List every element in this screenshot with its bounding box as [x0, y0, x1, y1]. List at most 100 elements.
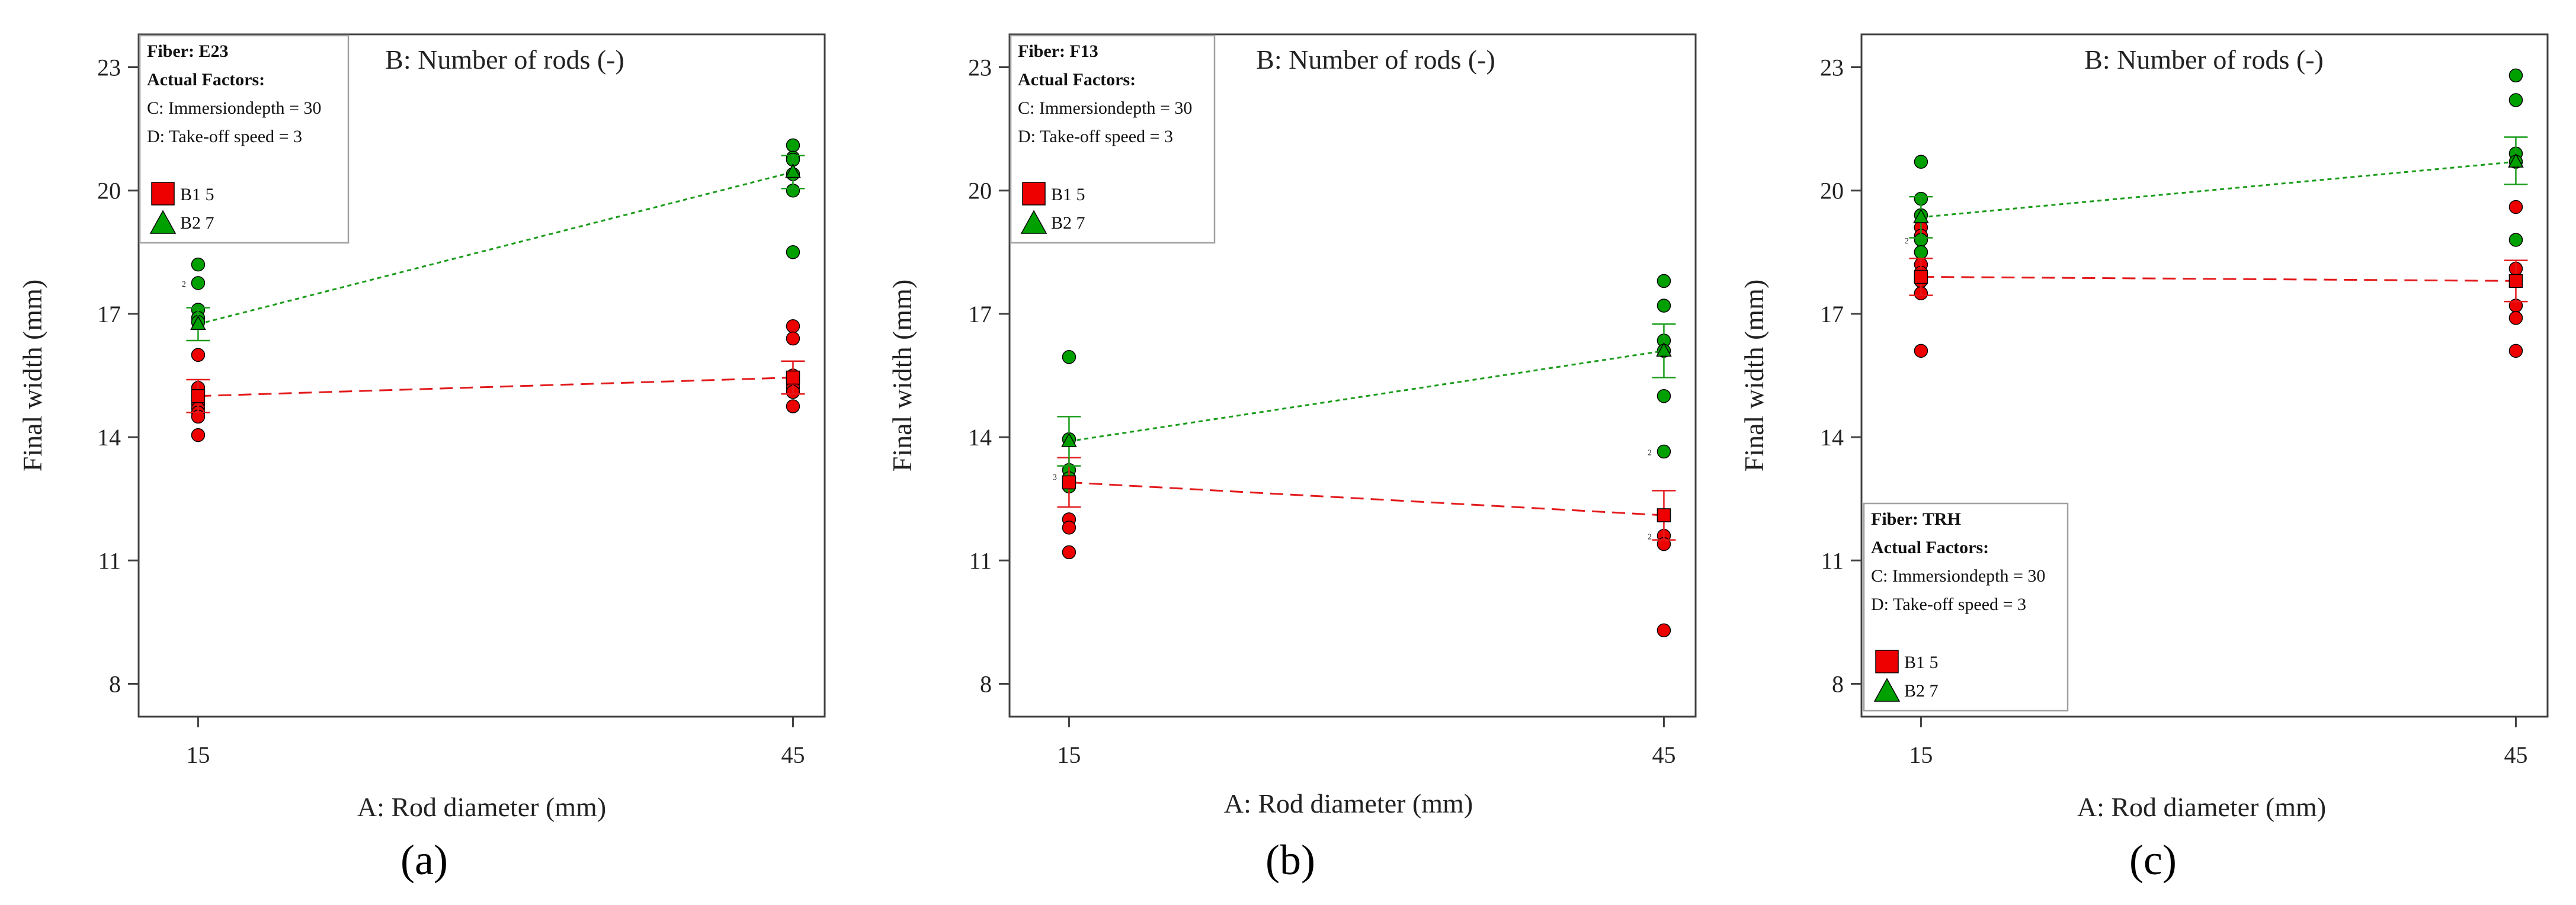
x-tick-label: 45	[781, 742, 805, 768]
y-tick-label: 14	[1820, 424, 1844, 451]
data-point-b2	[191, 276, 206, 290]
y-axis: 8 11 14 17 20 23	[1820, 54, 1861, 697]
mean-marker-b2	[785, 163, 801, 178]
chart-title: B: Number of rods (-)	[385, 44, 624, 75]
data-point-b2	[1657, 389, 1671, 403]
count-annotation: 2	[1648, 533, 1652, 542]
chart-title: B: Number of rods (-)	[2084, 44, 2324, 75]
legend-b2-marker	[149, 210, 177, 234]
y-tick-label: 17	[968, 301, 992, 328]
data-point-b2	[191, 257, 206, 272]
legend-b1-label: B1 5	[1051, 185, 1085, 204]
y-axis: 8 11 14 17 20 23	[97, 54, 139, 697]
mean-marker-b2	[1656, 342, 1672, 357]
data-point-b1	[2508, 200, 2523, 214]
x-tick-label: 45	[2504, 742, 2527, 768]
fit-line-b1	[1069, 481, 1664, 516]
legend-factor-c: C: Immersiondepth = 30	[1871, 566, 2045, 586]
data-point-b2	[786, 245, 800, 259]
y-tick-label: 23	[1820, 54, 1844, 81]
mean-marker-b1	[2508, 274, 2523, 288]
chart-title: B: Number of rods (-)	[1256, 44, 1495, 75]
x-axis-label: A: Rod diameter (mm)	[357, 792, 606, 822]
legend-factor-c: C: Immersiondepth = 30	[1018, 98, 1192, 118]
y-tick-label: 11	[969, 547, 992, 574]
legend-factor-d: D: Take-off speed = 3	[147, 127, 302, 146]
x-tick-label: 15	[186, 742, 210, 768]
panel-label: (c)	[2129, 836, 2177, 884]
mean-marker-b1	[191, 389, 206, 403]
data-point-b1	[1062, 545, 1076, 560]
annotations: 2	[182, 280, 186, 289]
x-tick-label: 15	[1909, 742, 1933, 768]
y-tick-label: 17	[97, 301, 121, 328]
x-tick-label: 45	[1652, 742, 1675, 768]
fit-lines	[1909, 136, 2528, 303]
data-point-b2	[786, 138, 800, 153]
legend: Fiber: F13 Actual Factors: C: Immersiond…	[1010, 34, 1216, 244]
annotations: 3 2 2	[1053, 448, 1652, 541]
count-annotation: 2	[182, 280, 186, 289]
legend-factor-d: D: Take-off speed = 3	[1871, 595, 2026, 614]
data-point-b2	[1657, 444, 1671, 459]
fit-lines	[186, 155, 805, 413]
legend-factor-d: D: Take-off speed = 3	[1018, 127, 1173, 146]
legend-box	[1010, 34, 1216, 244]
data-point-b2	[2508, 93, 2523, 107]
x-axis-label: A: Rod diameter (mm)	[1224, 788, 1473, 819]
data-point-b1	[1657, 623, 1671, 638]
legend: Fiber: TRH Actual Factors: C: Immersiond…	[1863, 502, 2069, 712]
mean-marker-b1	[1657, 508, 1671, 522]
fit-line-b1	[1921, 275, 2516, 282]
legend-b2-label: B2 7	[1051, 213, 1085, 233]
fit-line-b2	[1921, 161, 2516, 219]
legend-factor-c: C: Immersiondepth = 30	[147, 98, 321, 118]
y-tick-label: 23	[968, 54, 992, 81]
legend: Fiber: E23 Actual Factors: C: Immersiond…	[139, 34, 350, 244]
legend-box	[139, 34, 350, 244]
mean-marker-b2	[1061, 432, 1077, 447]
legend-fiber: Fiber: TRH	[1871, 509, 1961, 529]
mean-marker-b1	[1914, 269, 1928, 284]
mean-marker-b2	[190, 315, 206, 330]
data-points	[1062, 274, 1671, 638]
annotations: 2	[1905, 237, 1909, 246]
panel-label: (b)	[1265, 836, 1315, 884]
data-point-b2	[1657, 299, 1671, 313]
legend-b2-label: B2 7	[180, 213, 214, 233]
fit-line-b1	[198, 376, 793, 397]
panel-b: 3 2 2 B: Number of rods (-) 8 11 14 17 20 23 15…	[887, 33, 1697, 884]
legend-b1-marker	[151, 182, 175, 206]
x-axis-label: A: Rod diameter (mm)	[2077, 792, 2326, 822]
mean-marker-b2	[2508, 153, 2524, 168]
y-tick-label: 8	[980, 670, 992, 697]
x-axis: 15 45	[1909, 717, 2527, 768]
y-tick-label: 20	[97, 178, 121, 204]
legend-actual-factors: Actual Factors:	[1018, 70, 1136, 89]
mean-marker-b2	[1913, 208, 1929, 223]
data-point-b1	[786, 399, 800, 413]
legend-fiber: Fiber: F13	[1018, 41, 1098, 61]
mean-marker-b1	[786, 370, 800, 385]
data-point-b2	[1914, 155, 1928, 169]
legend-b1-label: B1 5	[1904, 653, 1939, 672]
data-point-b1	[2508, 311, 2523, 325]
data-points	[1914, 68, 2523, 358]
fit-line-b2	[1069, 349, 1664, 442]
y-tick-label: 11	[98, 547, 121, 574]
data-point-b1	[786, 331, 800, 346]
data-point-b1	[786, 319, 800, 333]
y-tick-label: 17	[1820, 301, 1844, 328]
y-tick-label: 14	[968, 424, 992, 451]
plot-frame	[1008, 33, 1697, 718]
y-axis-label: Final width (mm)	[1739, 280, 1769, 472]
legend-actual-factors: Actual Factors:	[1871, 538, 1989, 557]
y-tick-label: 23	[97, 54, 121, 81]
legend-b1-marker	[1875, 650, 1899, 673]
legend-b1-marker	[1022, 182, 1046, 206]
plot-frame	[137, 33, 826, 718]
y-axis-label: Final width (mm)	[887, 280, 917, 472]
data-point-b2	[1657, 274, 1671, 288]
count-annotation: 2	[1648, 448, 1652, 457]
